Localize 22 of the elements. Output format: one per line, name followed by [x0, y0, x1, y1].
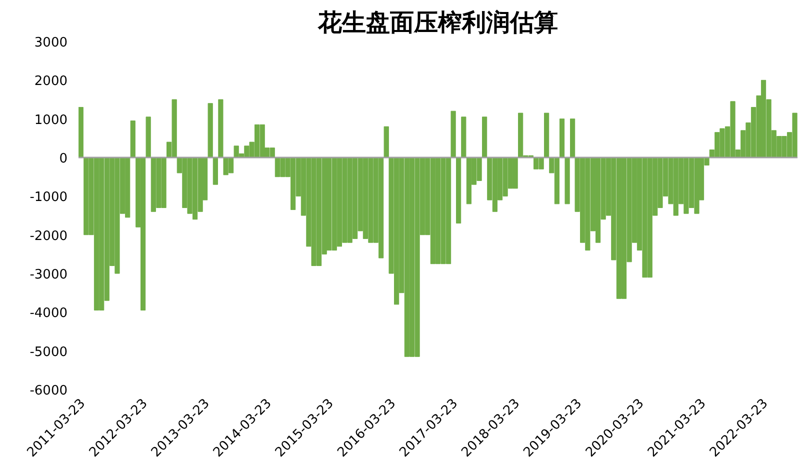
bar	[130, 120, 136, 158]
bar	[559, 118, 565, 158]
y-tick-label: 2000	[34, 74, 68, 90]
y-tick-label: -4000	[30, 306, 68, 322]
y-tick-label: -2000	[30, 228, 68, 244]
bar	[146, 116, 151, 158]
y-tick-label: -3000	[30, 268, 68, 282]
bar	[456, 157, 462, 224]
bar	[544, 112, 550, 158]
y-tick-label: -5000	[30, 344, 68, 360]
bar	[461, 116, 466, 158]
y-tick-label: -1000	[30, 190, 68, 206]
bar	[564, 157, 570, 204]
y-tick-label: -6000	[30, 384, 68, 398]
bar	[212, 157, 218, 185]
y-tick-label: 1000	[34, 112, 68, 128]
bar	[78, 106, 84, 158]
y-tick-label: 3000	[34, 36, 68, 50]
bar	[208, 103, 213, 158]
y-tick-label: 0	[59, 152, 68, 166]
chart-title: 花生盘面压榨利润估算	[317, 8, 558, 36]
bar	[482, 116, 488, 158]
